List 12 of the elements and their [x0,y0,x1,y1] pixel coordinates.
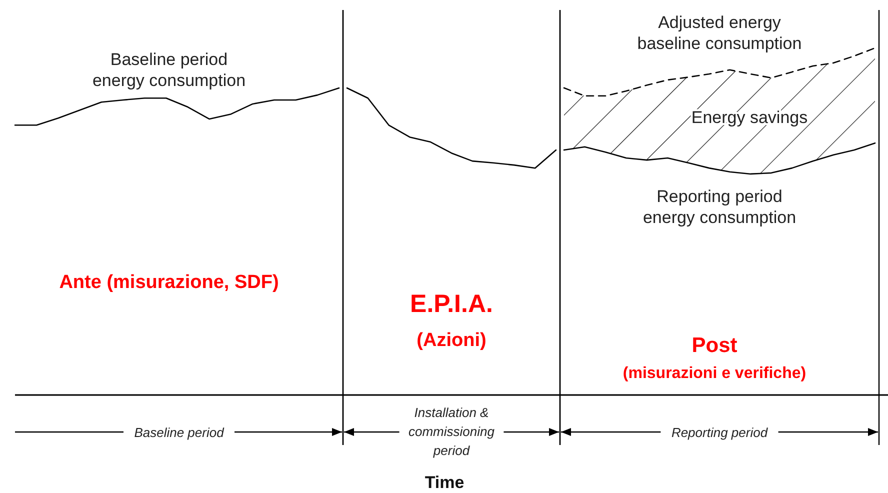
annotation: E.P.I.A. [410,290,493,318]
x-axis-title: Reporting period [671,425,768,440]
series-label: Adjusted energy baseline consumption [637,12,802,53]
annotation: (Azioni) [416,330,486,351]
annotation: Ante (misurazione, SDF) [59,272,279,293]
x-axis-title: Baseline period [134,425,225,440]
annotation: Post [692,334,738,357]
annotation: (misurazioni e verifiche) [622,365,806,382]
series-label: Reporting period energy consumption [642,186,796,227]
text: Time [424,473,464,492]
x-axis-title: Installation & commissioning period [408,405,496,458]
series-label: Baseline period energy consumption [92,50,246,90]
